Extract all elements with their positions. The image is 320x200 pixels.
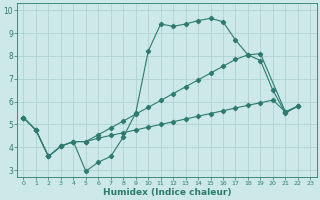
X-axis label: Humidex (Indice chaleur): Humidex (Indice chaleur) <box>103 188 231 197</box>
